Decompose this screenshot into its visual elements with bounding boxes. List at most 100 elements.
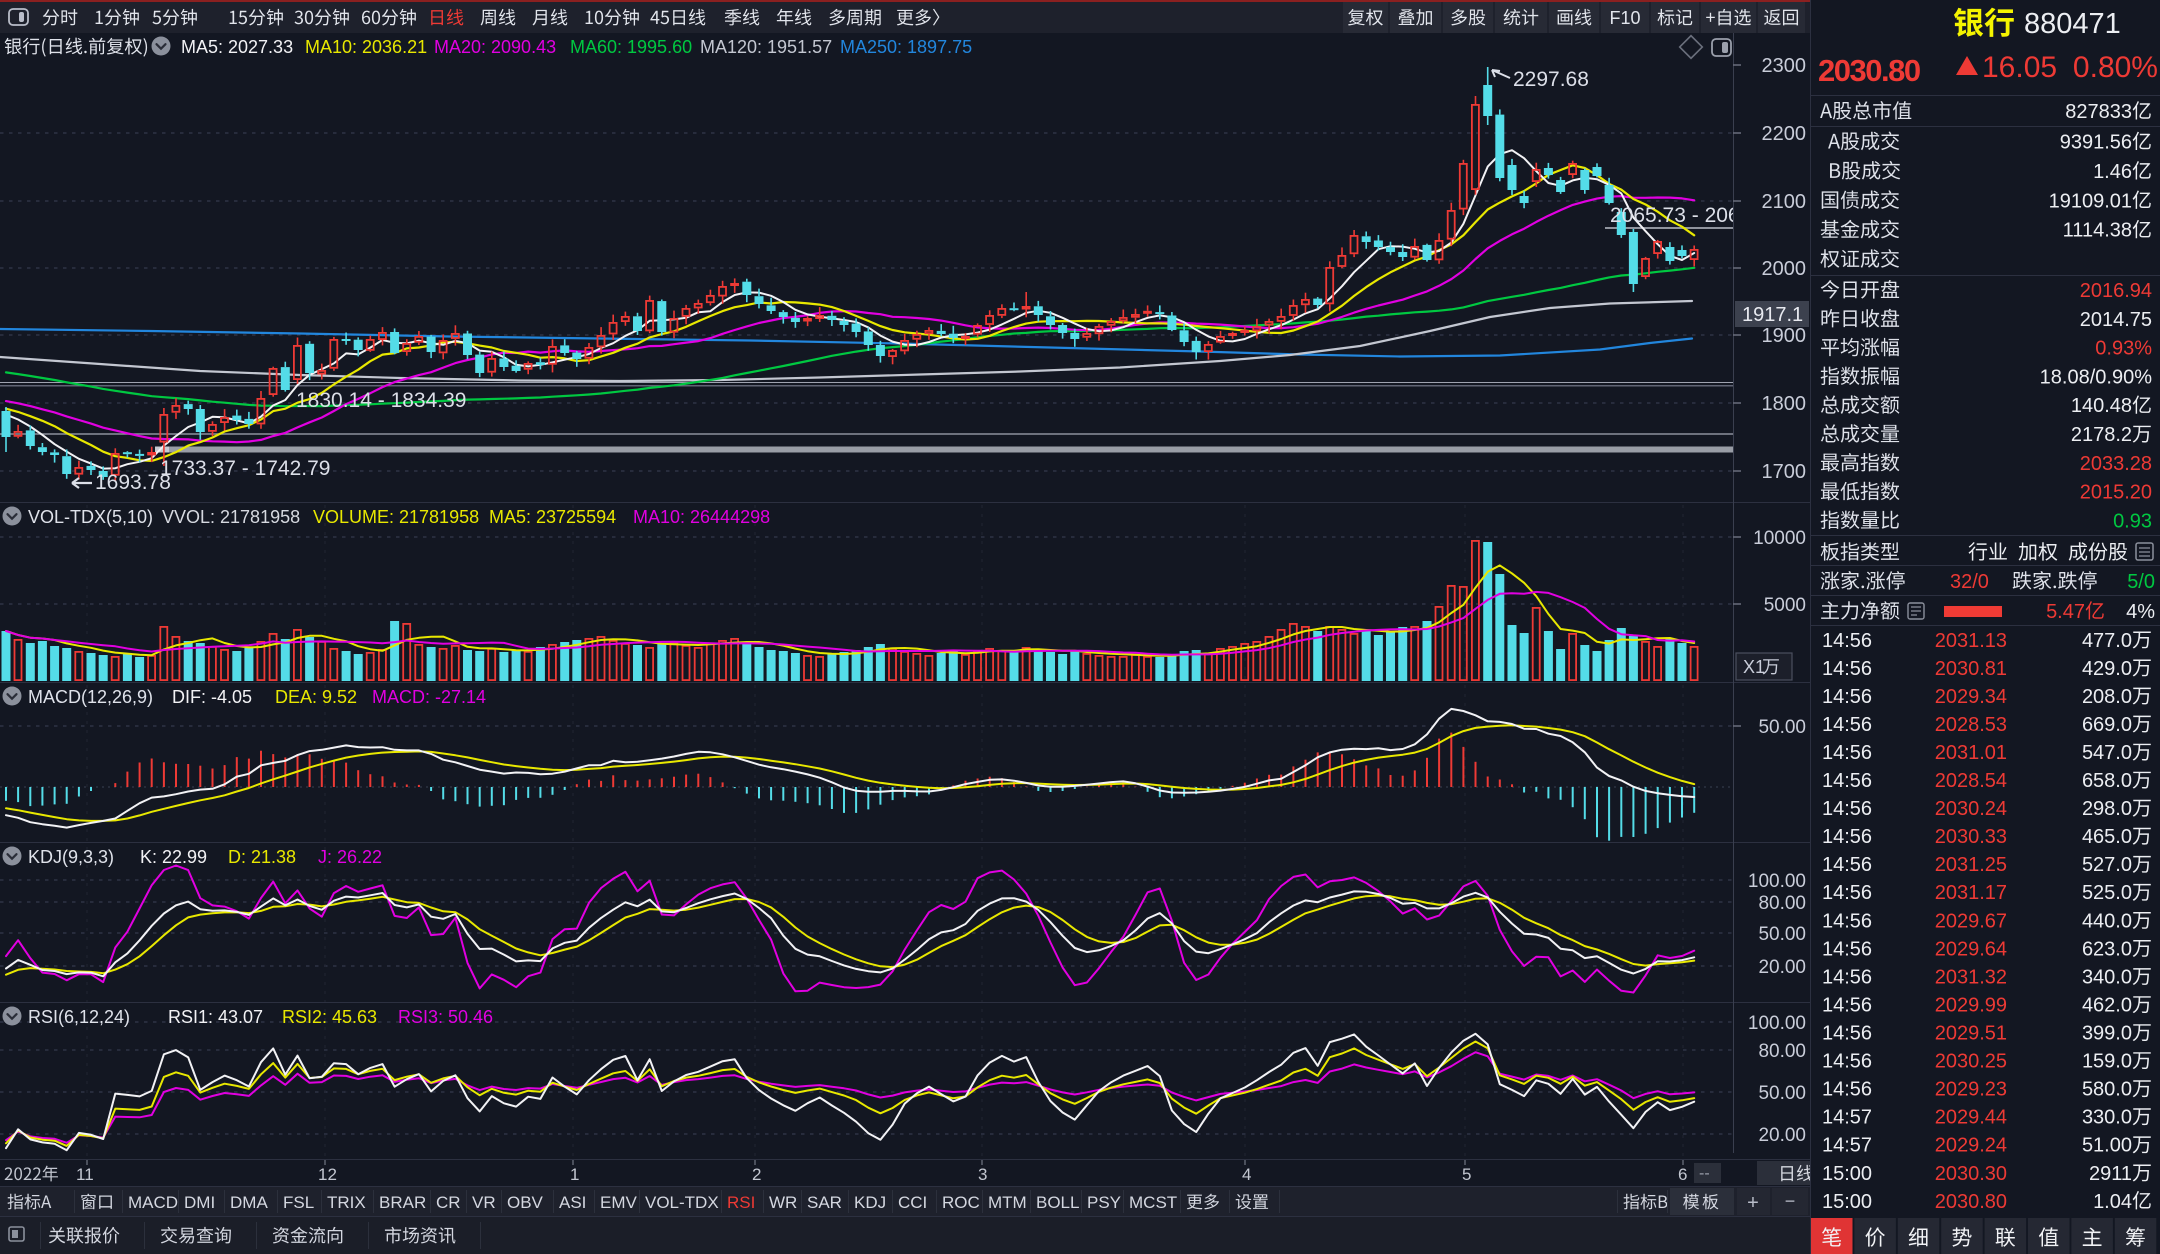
svg-text:2028.53: 2028.53 (1935, 714, 2007, 736)
svg-text:2065.73 - 2063.41: 2065.73 - 2063.41 (1610, 204, 1780, 227)
svg-text:14:56: 14:56 (1822, 966, 1872, 988)
svg-text:2029.44: 2029.44 (1935, 1107, 2007, 1129)
svg-text:0.80%: 0.80% (2073, 51, 2158, 84)
svg-text:525.0: 525.0 (2082, 882, 2132, 904)
svg-text:1700: 1700 (1762, 461, 1807, 483)
svg-text:10000: 10000 (1753, 528, 1806, 549)
svg-text:MACD: -27.14: MACD: -27.14 (372, 687, 486, 707)
svg-text:14:56: 14:56 (1822, 882, 1872, 904)
svg-text:1800: 1800 (1762, 393, 1807, 415)
svg-text:580.0: 580.0 (2082, 1079, 2132, 1101)
svg-text:32/0: 32/0 (1950, 571, 1989, 593)
svg-text:51.00: 51.00 (2082, 1135, 2132, 1157)
svg-text:20.00: 20.00 (1758, 957, 1806, 978)
svg-text:5/0: 5/0 (2127, 571, 2155, 593)
svg-text:2030.80: 2030.80 (1935, 1191, 2007, 1213)
svg-text:14:56: 14:56 (1822, 630, 1872, 652)
svg-text:50.00: 50.00 (1758, 1083, 1806, 1104)
svg-text:14:56: 14:56 (1822, 714, 1872, 736)
svg-text:MA10: 2036.21: MA10: 2036.21 (305, 37, 427, 57)
svg-text:429.0: 429.0 (2082, 658, 2132, 680)
svg-text:KDJ(9,3,3): KDJ(9,3,3) (28, 847, 114, 867)
svg-text:2178.2: 2178.2 (2071, 424, 2132, 446)
svg-text:MACD(12,26,9): MACD(12,26,9) (28, 687, 153, 707)
svg-text:100.00: 100.00 (1748, 871, 1806, 892)
svg-text:2200: 2200 (1762, 123, 1807, 145)
svg-text:−: − (1785, 1191, 1796, 1211)
svg-text:KDJ: KDJ (854, 1193, 886, 1212)
svg-text:465.0: 465.0 (2082, 826, 2132, 848)
svg-text:MA60: 1995.60: MA60: 1995.60 (570, 37, 692, 57)
svg-text:RSI: RSI (727, 1193, 755, 1212)
svg-text:14:56: 14:56 (1822, 658, 1872, 680)
svg-text:14:56: 14:56 (1822, 1051, 1872, 1073)
svg-text:2029.34: 2029.34 (1935, 686, 2007, 708)
svg-text:330.0: 330.0 (2082, 1107, 2132, 1129)
svg-text:1830.14 - 1834.39: 1830.14 - 1834.39 (296, 389, 466, 412)
svg-text:2030.80: 2030.80 (1818, 53, 1920, 88)
svg-text:1733.37 - 1742.79: 1733.37 - 1742.79 (160, 457, 330, 480)
svg-text:462.0: 462.0 (2082, 995, 2132, 1017)
svg-text:EMV: EMV (600, 1193, 638, 1212)
svg-text:D: 21.38: D: 21.38 (228, 847, 296, 867)
svg-text:MCST: MCST (1129, 1193, 1177, 1212)
svg-text:15:00: 15:00 (1822, 1191, 1872, 1213)
svg-text:2030.81: 2030.81 (1935, 658, 2007, 680)
svg-text:14:56: 14:56 (1822, 854, 1872, 876)
svg-text:PSY: PSY (1087, 1193, 1121, 1212)
svg-text:2911: 2911 (2089, 1163, 2132, 1185)
svg-text:RSI1: 43.07: RSI1: 43.07 (168, 1007, 263, 1027)
svg-text:CCI: CCI (898, 1193, 927, 1212)
svg-text:1900: 1900 (1762, 325, 1807, 347)
svg-text:2014.75: 2014.75 (2080, 309, 2152, 331)
svg-text:19109.01: 19109.01 (2049, 190, 2132, 212)
svg-text:F10: F10 (1609, 8, 1640, 28)
svg-text:2300: 2300 (1762, 55, 1807, 77)
svg-text:15:00: 15:00 (1822, 1163, 1872, 1185)
svg-text:2031.01: 2031.01 (1935, 742, 2007, 764)
svg-text:658.0: 658.0 (2082, 770, 2132, 792)
svg-text:MA5: 2027.33: MA5: 2027.33 (181, 37, 293, 57)
svg-text:2031.13: 2031.13 (1935, 630, 2007, 652)
svg-text:440.0: 440.0 (2082, 910, 2132, 932)
svg-text:4%: 4% (2126, 601, 2155, 623)
svg-text:1114.38: 1114.38 (2063, 220, 2132, 242)
svg-text:80.00: 80.00 (1758, 893, 1806, 914)
svg-text:VOLUME: 21781958: VOLUME: 21781958 (313, 507, 479, 527)
svg-text:18.08/0.90%: 18.08/0.90% (2040, 366, 2153, 388)
svg-text:ASI: ASI (559, 1193, 586, 1212)
svg-text:DMI: DMI (184, 1193, 215, 1212)
svg-text:MA10: 26444298: MA10: 26444298 (633, 507, 770, 527)
svg-text:2029.51: 2029.51 (1935, 1023, 2007, 1045)
svg-text:1693.78: 1693.78 (95, 471, 171, 494)
svg-text:--: -- (1699, 1165, 1710, 1182)
svg-text:MA120: 1951.57: MA120: 1951.57 (700, 37, 832, 57)
svg-text:623.0: 623.0 (2082, 938, 2132, 960)
svg-text:OBV: OBV (507, 1193, 544, 1212)
svg-text:20.00: 20.00 (1758, 1125, 1806, 1146)
svg-text:2029.23: 2029.23 (1935, 1079, 2007, 1101)
svg-text:MA5: 23725594: MA5: 23725594 (489, 507, 616, 527)
svg-text:5.47: 5.47 (2046, 601, 2085, 623)
svg-text:208.0: 208.0 (2082, 686, 2132, 708)
svg-text:0.93%: 0.93% (2095, 338, 2152, 360)
svg-text:2029.24: 2029.24 (1935, 1135, 2007, 1157)
svg-text:1917.1: 1917.1 (1742, 304, 1803, 326)
svg-text:159.0: 159.0 (2082, 1051, 2132, 1073)
svg-text:5: 5 (1462, 1165, 1471, 1184)
svg-text:14:57: 14:57 (1822, 1107, 1872, 1129)
svg-text:CR: CR (436, 1193, 461, 1212)
svg-text:827833: 827833 (2065, 101, 2132, 123)
svg-text:DEA: 9.52: DEA: 9.52 (275, 687, 357, 707)
svg-text:9391.56: 9391.56 (2060, 132, 2132, 154)
svg-text:14:56: 14:56 (1822, 1023, 1872, 1045)
svg-text:X1: X1 (1743, 657, 1765, 677)
svg-text:RSI(6,12,24): RSI(6,12,24) (28, 1007, 130, 1027)
svg-text:2030.24: 2030.24 (1935, 798, 2007, 820)
svg-text:50.00: 50.00 (1758, 717, 1806, 738)
svg-text:K: 22.99: K: 22.99 (140, 847, 207, 867)
svg-text:14:56: 14:56 (1822, 938, 1872, 960)
svg-text:14:56: 14:56 (1822, 686, 1872, 708)
svg-text:80.00: 80.00 (1758, 1041, 1806, 1062)
svg-text:527.0: 527.0 (2082, 854, 2132, 876)
